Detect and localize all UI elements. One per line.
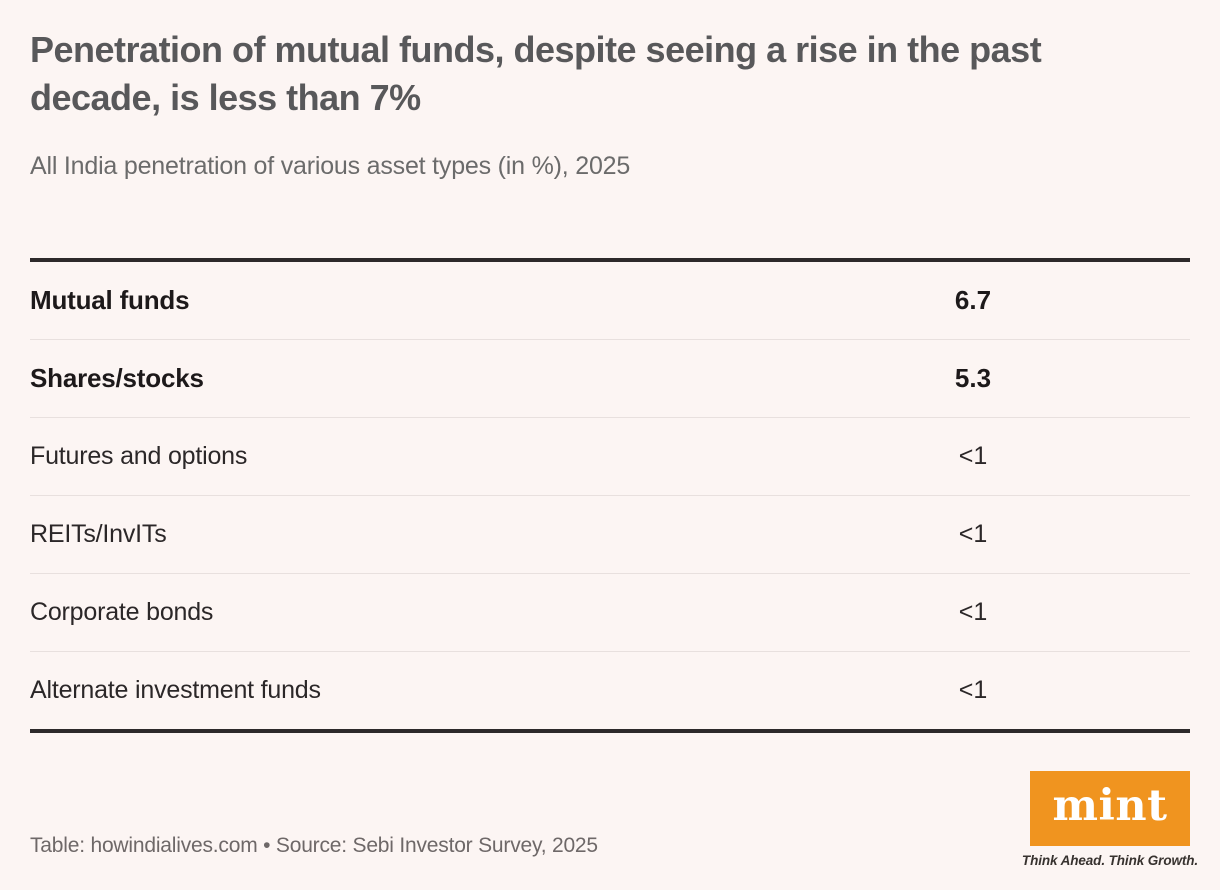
table-row: Alternate investment funds <1 — [30, 652, 1190, 729]
row-label: Futures and options — [30, 442, 248, 470]
row-value: <1 — [958, 676, 988, 704]
row-label: Alternate investment funds — [30, 676, 321, 704]
mint-logo: mint Think Ahead. Think Growth. — [1022, 771, 1198, 868]
row-value: 5.3 — [954, 363, 992, 393]
footer: Table: howindialives.com • Source: Sebi … — [30, 771, 1198, 868]
table-row: Mutual funds 6.7 — [30, 262, 1190, 340]
row-label: REITs/InvITs — [30, 520, 167, 548]
mint-logo-box: mint — [1030, 771, 1190, 846]
row-label: Mutual funds — [30, 285, 190, 315]
row-value: <1 — [958, 442, 988, 470]
page-subtitle: All India penetration of various asset t… — [30, 152, 631, 180]
table-row: Corporate bonds <1 — [30, 574, 1190, 652]
row-label: Corporate bonds — [30, 598, 214, 626]
penetration-table: Mutual funds 6.7 Shares/stocks 5.3 Futur… — [30, 258, 1190, 733]
row-label: Shares/stocks — [30, 363, 204, 393]
table-row: REITs/InvITs <1 — [30, 496, 1190, 574]
table-row: Shares/stocks 5.3 — [30, 340, 1190, 418]
mint-tagline: Think Ahead. Think Growth. — [1021, 853, 1199, 868]
page-title: Penetration of mutual funds, despite see… — [30, 29, 1042, 118]
row-value: <1 — [958, 598, 988, 626]
row-value: <1 — [958, 520, 988, 548]
row-value: 6.7 — [954, 285, 992, 315]
mint-wordmark: mint — [1052, 781, 1168, 831]
table-row: Futures and options <1 — [30, 418, 1190, 496]
source-credit: Table: howindialives.com • Source: Sebi … — [30, 834, 598, 857]
